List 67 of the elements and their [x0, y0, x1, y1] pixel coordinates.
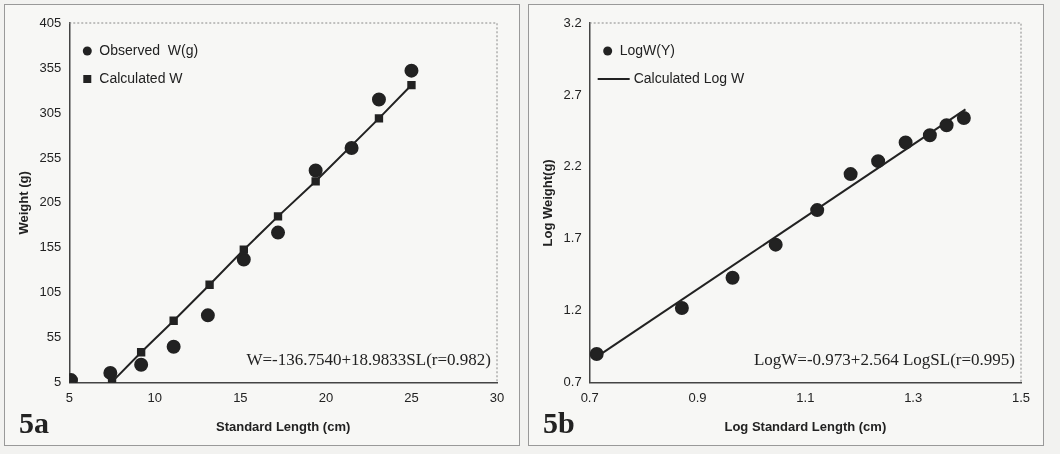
legend-label: Calculated Log W — [633, 69, 745, 86]
point — [674, 300, 689, 315]
y-tick-label: 1.2 — [563, 302, 582, 318]
y-axis-title: Log Weight(g) — [540, 159, 556, 247]
point — [407, 80, 416, 90]
x-tick-label: 0.9 — [688, 390, 707, 406]
y-tick-label: 3.2 — [563, 14, 582, 30]
point — [374, 114, 384, 123]
x-tick-label: 15 — [233, 390, 248, 406]
x-tick-label: 30 — [489, 390, 505, 406]
point — [939, 118, 954, 133]
point — [166, 339, 181, 354]
x-tick-label: 10 — [147, 390, 163, 406]
x-tick-label: 25 — [404, 390, 419, 406]
x-axis-title: Standard Length (cm) — [215, 418, 351, 434]
y-tick-label: 5 — [54, 374, 62, 390]
point — [205, 280, 214, 289]
point — [871, 154, 886, 169]
text: 5a — [19, 406, 49, 439]
annotation: LogW=-0.973+2.564 LogSL(r=0.995) — [753, 349, 1015, 369]
point — [273, 212, 283, 221]
x-tick-label: 20 — [318, 390, 334, 406]
y-tick-label: 405 — [39, 14, 62, 30]
point — [134, 357, 149, 372]
annotation: W=-136.7540+18.9833SL(r=0.982) — [246, 349, 491, 369]
point — [344, 141, 359, 156]
y-tick-label: 1.7 — [563, 230, 582, 246]
y-tick-label: 105 — [39, 284, 62, 300]
point — [136, 348, 146, 357]
point — [169, 316, 178, 325]
x-tick-label: 5 — [65, 390, 73, 406]
y-tick-label: 355 — [39, 59, 62, 75]
legend-label: Calculated W — [99, 69, 184, 86]
x-tick-label: 1.5 — [1011, 390, 1031, 406]
y-axis-title: Weight (g) — [16, 171, 32, 235]
point — [271, 225, 286, 240]
point — [308, 163, 323, 178]
point — [200, 308, 215, 323]
point — [725, 270, 740, 285]
point — [236, 252, 251, 267]
point — [956, 110, 971, 125]
x-tick-label: 1.3 — [904, 390, 923, 406]
y-tick-label: 0.7 — [563, 374, 582, 390]
x-axis-title: Log Standard Length (cm) — [724, 418, 887, 434]
legend-label: LogW(Y) — [619, 41, 675, 58]
y-tick-label: 155 — [39, 239, 62, 255]
y-tick-label: 255 — [39, 149, 62, 165]
point — [768, 237, 783, 252]
point — [311, 177, 320, 186]
point — [239, 245, 248, 254]
y-tick-label: 205 — [39, 194, 62, 210]
point — [589, 347, 604, 362]
text: 5b — [543, 406, 575, 439]
point — [810, 203, 825, 218]
point — [843, 167, 858, 182]
y-tick-label: 2.2 — [563, 158, 582, 174]
point — [922, 128, 937, 143]
legend-label: Observed W(g) — [99, 41, 199, 58]
x-tick-label: 1.1 — [796, 390, 815, 406]
point — [898, 135, 913, 150]
point — [371, 92, 386, 107]
y-tick-label: 305 — [39, 104, 62, 120]
x-tick-label: 0.7 — [580, 390, 599, 406]
y-tick-label: 2.7 — [563, 86, 582, 102]
point — [404, 63, 419, 78]
point — [103, 365, 118, 380]
y-tick-label: 55 — [46, 329, 62, 345]
